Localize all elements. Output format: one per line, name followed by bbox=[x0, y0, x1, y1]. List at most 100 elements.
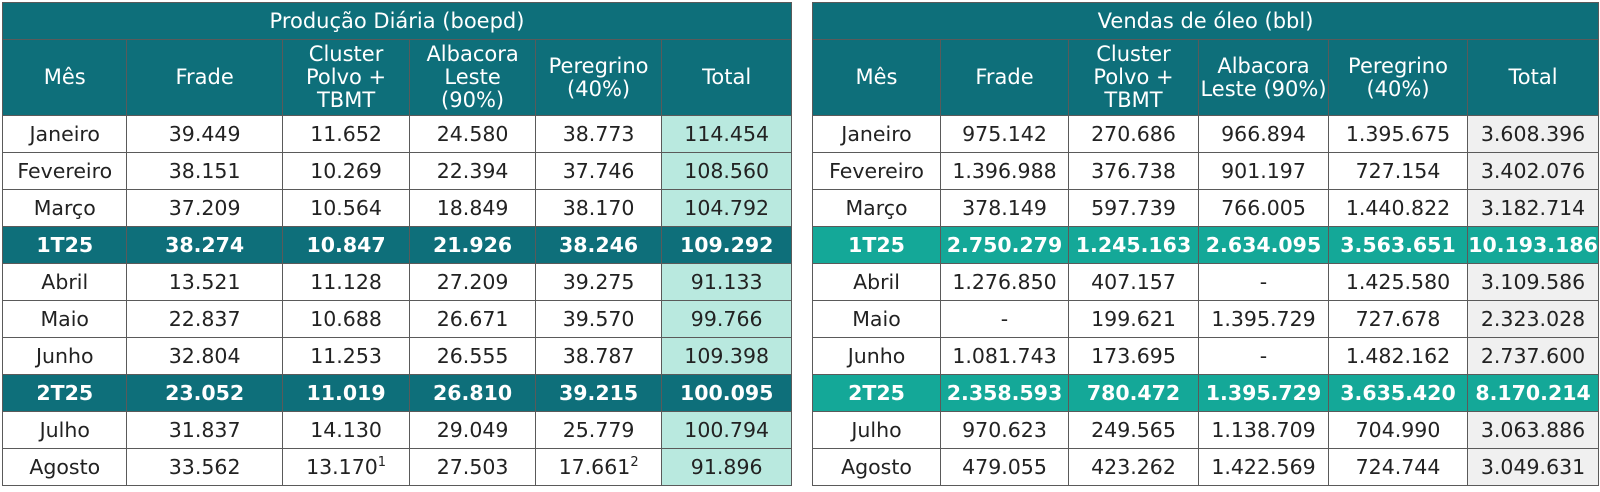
cell-month: Fevereiro bbox=[812, 152, 941, 190]
cell-value: - bbox=[1000, 307, 1009, 331]
cell-value: 901.197 bbox=[1221, 159, 1306, 183]
cell-value: 21.926 bbox=[433, 233, 513, 257]
cell-value: Março bbox=[33, 196, 96, 220]
production-table-row: Janeiro 39.449 11.652 24.580 38.773 114.454 bbox=[1, 115, 792, 153]
cell-albacora-leste: 2.634.095 bbox=[1198, 226, 1329, 264]
cell-albacora-leste: - bbox=[1198, 337, 1329, 375]
cell-value: 29.049 bbox=[436, 418, 509, 442]
cell-value: 32.804 bbox=[168, 344, 241, 368]
cell-cluster-polvo: 780.472 bbox=[1068, 374, 1199, 412]
cell-total: 99.766 bbox=[661, 300, 792, 338]
cell-value: 39.215 bbox=[559, 381, 639, 405]
cell-value: 2.737.600 bbox=[1480, 344, 1586, 368]
cell-month: Agosto bbox=[1, 448, 128, 486]
cell-peregrino: 38.773 bbox=[534, 115, 663, 153]
cell-albacora-leste: 26.810 bbox=[409, 374, 536, 412]
cell-value: 1.422.569 bbox=[1211, 455, 1316, 479]
col-header-cluster-polvo: Cluster Polvo + TBMT bbox=[1068, 39, 1199, 116]
cell-value: 22.837 bbox=[168, 307, 241, 331]
cell-value: 727.154 bbox=[1355, 159, 1441, 183]
cell-albacora-leste: 1.395.729 bbox=[1198, 374, 1329, 412]
cell-peregrino: 1.440.822 bbox=[1328, 189, 1468, 227]
cell-cluster-polvo: 11.019 bbox=[281, 374, 411, 412]
cell-peregrino: 704.990 bbox=[1328, 411, 1468, 449]
cell-peregrino: 39.570 bbox=[534, 300, 663, 338]
cell-albacora-leste: 18.849 bbox=[409, 189, 536, 227]
cell-month: Agosto bbox=[812, 448, 941, 486]
production-table-title: Produção Diária (boepd) bbox=[2, 2, 792, 40]
cell-peregrino: 17.6612 bbox=[534, 448, 663, 486]
col-header-albacora-leste: Albacora Leste (90%) bbox=[1198, 39, 1329, 116]
cell-frade: 975.142 bbox=[940, 115, 1069, 153]
cell-cluster-polvo: 13.1701 bbox=[281, 448, 411, 486]
cell-peregrino: 39.275 bbox=[534, 263, 663, 301]
cell-month: 1T25 bbox=[812, 226, 941, 264]
cell-peregrino: 39.215 bbox=[534, 374, 663, 412]
cell-value: Fevereiro bbox=[829, 159, 924, 183]
cell-value: 38.274 bbox=[165, 233, 245, 257]
col-header-peregrino: Peregrino (40%) bbox=[534, 39, 663, 116]
cell-peregrino: 38.787 bbox=[534, 337, 663, 375]
cell-value: 1.396.988 bbox=[952, 159, 1057, 183]
cell-albacora-leste: 901.197 bbox=[1198, 152, 1329, 190]
cell-frade: 31.837 bbox=[126, 411, 283, 449]
cell-value: 3.402.076 bbox=[1480, 159, 1586, 183]
cell-value: 24.580 bbox=[436, 122, 509, 146]
cell-value: 38.170 bbox=[562, 196, 635, 220]
cell-value: 423.262 bbox=[1091, 455, 1176, 479]
cell-value: 970.623 bbox=[962, 418, 1047, 442]
cell-total: 2.737.600 bbox=[1466, 337, 1600, 375]
cell-frade: 33.562 bbox=[126, 448, 283, 486]
cell-value: 1.440.822 bbox=[1345, 196, 1451, 220]
cell-peregrino: 3.563.651 bbox=[1328, 226, 1468, 264]
footnote-marker-2: 2 bbox=[630, 455, 639, 471]
cell-value: 39.275 bbox=[562, 270, 635, 294]
cell-value: 11.128 bbox=[310, 270, 382, 294]
cell-value: 2.323.028 bbox=[1480, 307, 1586, 331]
cell-albacora-leste: 29.049 bbox=[409, 411, 536, 449]
cell-total: 3.182.714 bbox=[1466, 189, 1600, 227]
cell-value: 1.395.729 bbox=[1211, 307, 1316, 331]
cell-total: 100.794 bbox=[661, 411, 792, 449]
cell-peregrino: 25.779 bbox=[534, 411, 663, 449]
sales-table-row: Março 378.149 597.739 766.005 1.440.822 3.182… bbox=[812, 189, 1600, 227]
cell-month: Junho bbox=[812, 337, 941, 375]
cell-cluster-polvo: 11.652 bbox=[281, 115, 411, 153]
cell-value: 38.787 bbox=[562, 344, 635, 368]
sales-quarter-row: 1T25 2.750.279 1.245.163 2.634.095 3.563.651… bbox=[812, 226, 1600, 264]
cell-value: 3.563.651 bbox=[1340, 233, 1456, 257]
cell-value: 91.896 bbox=[690, 455, 763, 479]
cell-month: Maio bbox=[812, 300, 941, 338]
cell-peregrino: 37.746 bbox=[534, 152, 663, 190]
cell-value: Agosto bbox=[841, 455, 912, 479]
cell-value: 1.482.162 bbox=[1345, 344, 1451, 368]
col-header-total: Total bbox=[1466, 39, 1600, 116]
cell-peregrino: 38.246 bbox=[534, 226, 663, 264]
cell-frade: 970.623 bbox=[940, 411, 1069, 449]
cell-peregrino: 3.635.420 bbox=[1328, 374, 1468, 412]
sales-table-row: Agosto 479.055 423.262 1.422.569 724.744 3.04… bbox=[812, 448, 1600, 486]
cell-frade: 1.396.988 bbox=[940, 152, 1069, 190]
cell-value: 3.109.586 bbox=[1480, 270, 1586, 294]
cell-frade: 22.837 bbox=[126, 300, 283, 338]
cell-total: 91.133 bbox=[661, 263, 792, 301]
cell-value: Abril bbox=[853, 270, 900, 294]
cell-value: 39.449 bbox=[168, 122, 241, 146]
cell-frade: 23.052 bbox=[126, 374, 283, 412]
cell-value: 14.130 bbox=[310, 418, 382, 442]
cell-value: 597.739 bbox=[1091, 196, 1176, 220]
cell-month: 2T25 bbox=[1, 374, 128, 412]
cell-frade: 1.081.743 bbox=[940, 337, 1069, 375]
cell-albacora-leste: 22.394 bbox=[409, 152, 536, 190]
cell-total: 8.170.214 bbox=[1466, 374, 1600, 412]
cell-value: 724.744 bbox=[1355, 455, 1441, 479]
cell-value: 3.049.631 bbox=[1480, 455, 1586, 479]
cell-albacora-leste: - bbox=[1198, 263, 1329, 301]
cell-month: 2T25 bbox=[812, 374, 941, 412]
sales-table-title: Vendas de óleo (bbl) bbox=[811, 2, 1600, 40]
cell-value: 1.081.743 bbox=[952, 344, 1057, 368]
cell-value: Maio bbox=[40, 307, 89, 331]
cell-value: Março bbox=[845, 196, 908, 220]
cell-value: 38.246 bbox=[559, 233, 639, 257]
col-header-peregrino: Peregrino (40%) bbox=[1328, 39, 1468, 116]
